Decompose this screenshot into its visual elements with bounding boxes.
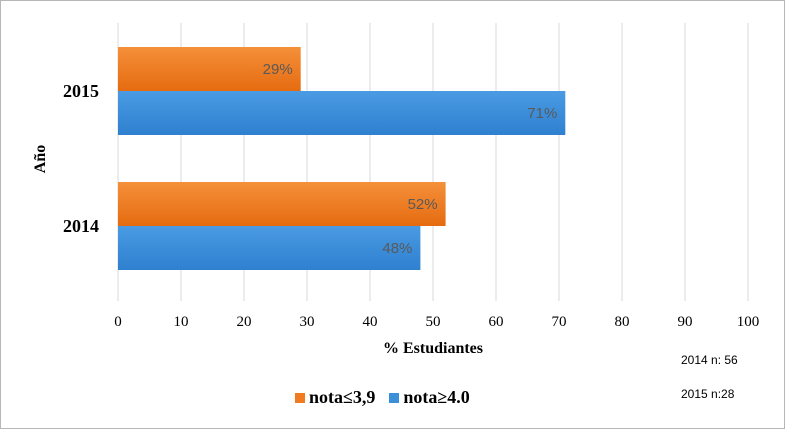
data-label: 29% <box>263 61 293 78</box>
x-tick-label: 60 <box>489 314 504 330</box>
bars: 29% 71% 52% 48% <box>118 47 566 270</box>
category-label-2015: 2015 <box>63 81 99 101</box>
x-tick-label: 100 <box>737 314 760 330</box>
data-label: 71% <box>527 105 557 122</box>
x-tick-label: 0 <box>114 314 122 330</box>
data-label: 52% <box>408 196 438 213</box>
legend-label-high: nota≥4.0 <box>403 387 470 407</box>
x-tick-label: 90 <box>678 314 693 330</box>
bar-2015-1 <box>118 91 566 135</box>
legend-item-low: nota≤3,9 <box>295 387 375 408</box>
note-2014-n: 2014 n: 56 <box>681 353 738 367</box>
y-axis-title: Año <box>32 145 49 173</box>
x-axis-title: % Estudiantes <box>383 340 483 357</box>
note-2015-n: 2015 n:28 <box>681 387 735 401</box>
legend: nota≤3,9 nota≥4.0 <box>295 387 484 408</box>
bar-2014-1 <box>118 226 421 270</box>
bar-2014-0 <box>118 182 446 226</box>
x-tick-label: 80 <box>615 314 630 330</box>
category-label-2014: 2014 <box>63 216 99 236</box>
x-tick-label: 50 <box>426 314 441 330</box>
bar-2015-0 <box>118 47 301 91</box>
legend-swatch-low <box>295 392 305 403</box>
x-tick-labels: 0 10 20 30 40 50 60 70 80 90 100 <box>114 314 759 330</box>
legend-label-low: nota≤3,9 <box>309 387 376 407</box>
category-labels: 2015 2014 <box>63 81 99 236</box>
x-tick-label: 10 <box>174 314 189 330</box>
x-tick-label: 20 <box>237 314 252 330</box>
legend-item-high: nota≥4.0 <box>389 387 470 408</box>
x-tick-label: 30 <box>300 314 315 330</box>
x-tick-label: 70 <box>552 314 567 330</box>
legend-swatch-high <box>389 392 400 403</box>
data-label: 48% <box>382 240 412 257</box>
x-tick-label: 40 <box>363 314 378 330</box>
